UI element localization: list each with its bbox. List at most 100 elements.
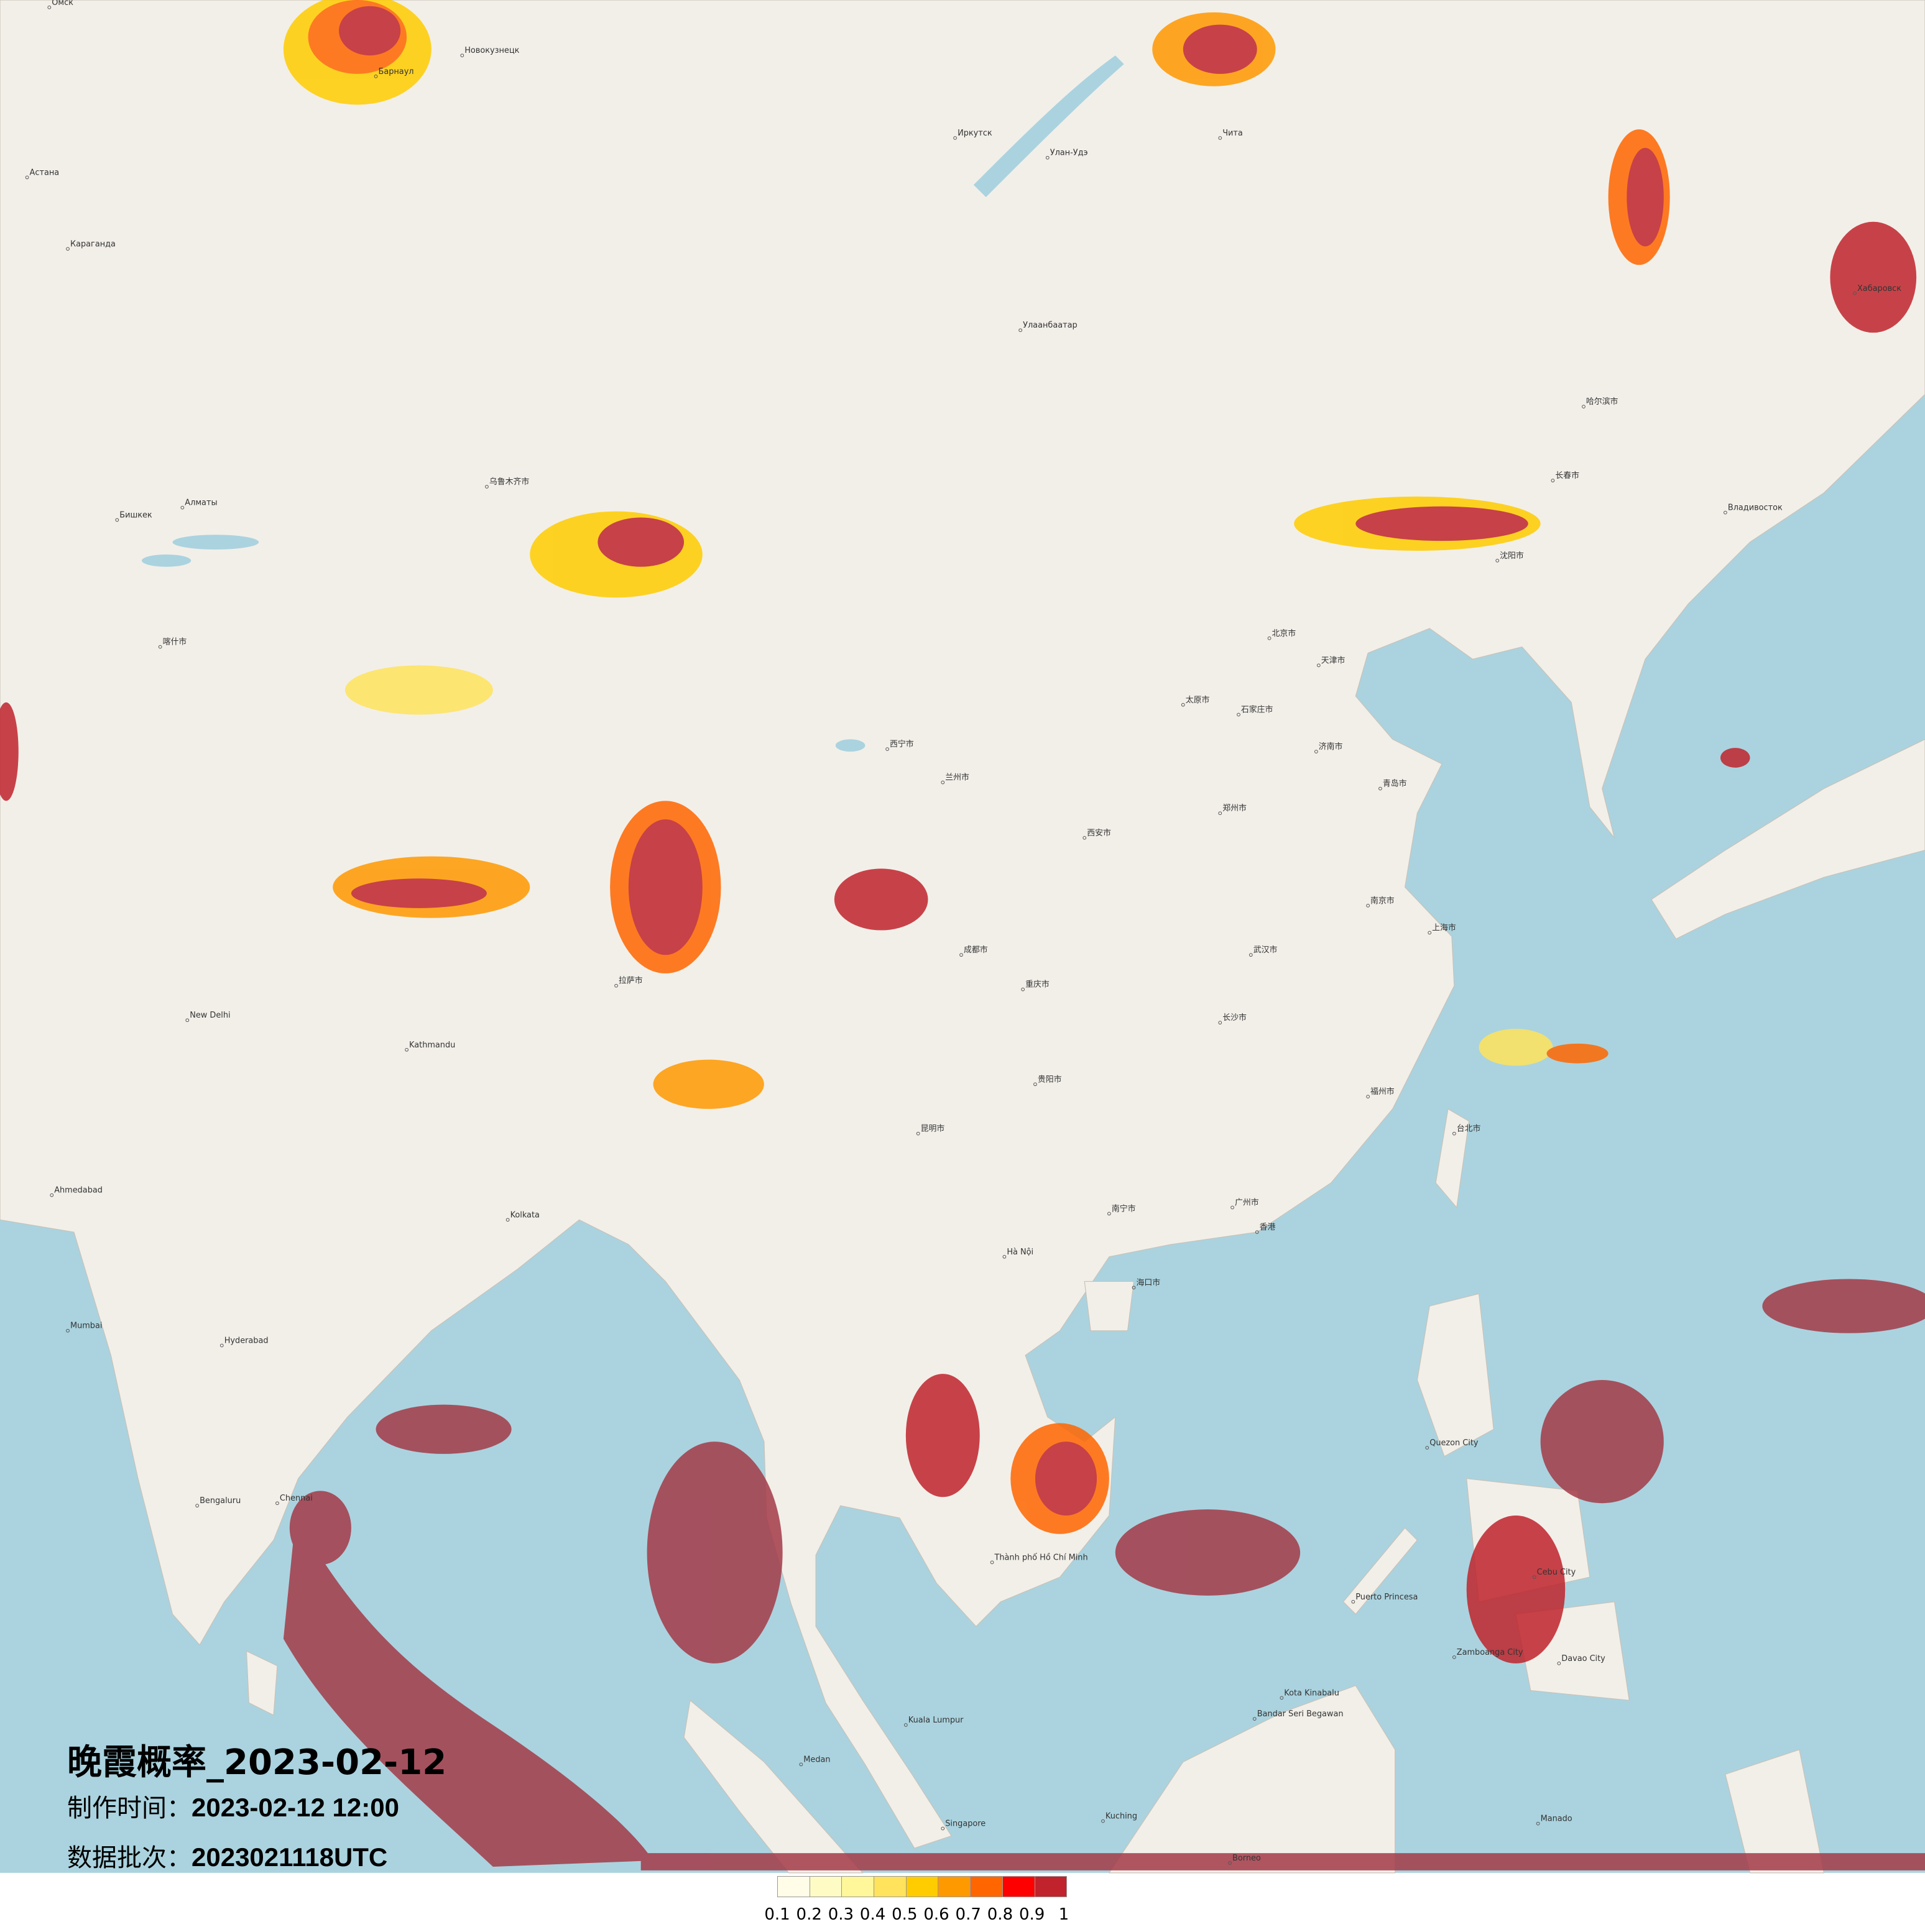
city-dot: [505, 1218, 510, 1222]
city-dot: [916, 1131, 920, 1136]
city-dot: [1101, 1819, 1105, 1823]
city-dot: [1083, 835, 1087, 840]
city-label: 乌鲁木齐市: [489, 477, 529, 487]
city-label: Quezon City: [1429, 1438, 1479, 1448]
city-dot: [1536, 1821, 1540, 1826]
city-dot: [903, 1723, 908, 1727]
legend-tick-label: 0.6: [923, 1905, 949, 1924]
city-dot: [953, 136, 957, 140]
color-legend: [777, 1876, 1068, 1897]
city-label: Singapore: [945, 1819, 986, 1829]
city-dot: [1218, 811, 1222, 816]
data-batch: 数据批次：2023021118UTC: [67, 1838, 387, 1874]
city-label: Manado: [1541, 1815, 1572, 1824]
city-dot: [1425, 1446, 1429, 1450]
city-dot: [1452, 1655, 1456, 1659]
city-label: 台北市: [1457, 1124, 1481, 1134]
data-batch-value: 2023021118UTC: [192, 1842, 388, 1872]
city-label: Kuala Lumpur: [908, 1716, 964, 1725]
legend-swatch: [809, 1876, 842, 1897]
sulawesi: [1725, 1749, 1825, 1874]
land: [0, 0, 1925, 1874]
city-dot: [941, 780, 945, 784]
city-label: 拉萨市: [619, 976, 643, 986]
city-label: 西宁市: [890, 739, 914, 749]
borneo: [1108, 1685, 1396, 1874]
map-title: 晚霞概率_2023-02-12: [67, 1742, 447, 1783]
city-dot: [1551, 479, 1555, 482]
qinghai-lake: [835, 739, 866, 752]
city-dot: [941, 1826, 945, 1831]
city-label: Новокузнецк: [464, 46, 519, 55]
city-dot: [1228, 1861, 1232, 1865]
city-dot: [1351, 1599, 1355, 1604]
city-label: 喀什市: [163, 637, 187, 647]
legend-swatch: [905, 1876, 938, 1897]
city-dot: [1218, 1021, 1222, 1025]
city-label: 南宁市: [1112, 1203, 1136, 1213]
city-label: Hyderabad: [224, 1336, 269, 1346]
city-dot: [66, 1328, 70, 1333]
city-dot: [158, 645, 162, 649]
city-label: Cebu City: [1537, 1568, 1576, 1577]
city-label: Хабаровск: [1857, 284, 1901, 293]
city-label: 成都市: [964, 945, 988, 955]
city-dot: [614, 983, 618, 988]
city-dot: [1314, 750, 1318, 753]
city-dot: [885, 747, 889, 752]
legend-tick-label: 0.2: [796, 1905, 822, 1924]
city-label: Kolkata: [510, 1210, 540, 1220]
city-dot: [1107, 1212, 1111, 1216]
city-dot: [1002, 1254, 1007, 1259]
city-label: 长春市: [1555, 471, 1579, 481]
city-dot: [115, 518, 119, 522]
city-dot: [219, 1343, 224, 1348]
city-label: Барнаул: [378, 67, 413, 76]
city-label: Hà Nội: [1007, 1248, 1033, 1257]
city-label: Borneo: [1232, 1854, 1261, 1863]
sri-lanka: [246, 1650, 278, 1716]
city-label: 兰州市: [945, 773, 969, 783]
city-label: 福州市: [1370, 1087, 1395, 1097]
lake-balkhash: [172, 535, 259, 550]
city-label: 天津市: [1321, 655, 1346, 665]
city-dot: [1267, 636, 1272, 640]
legend-tick-label: 0.8: [987, 1905, 1013, 1924]
lakes: [141, 55, 1124, 752]
city-label: Kathmandu: [409, 1041, 455, 1050]
legend-ticks: 0.1 0.2 0.3 0.4 0.5 0.6 0.7 0.8 0.9 1: [764, 1905, 1166, 1930]
city-dot: [1378, 786, 1382, 791]
city-dot: [1018, 328, 1023, 333]
sumatra: [683, 1700, 864, 1874]
production-time: 制作时间：2023-02-12 12:00: [67, 1788, 399, 1824]
city-dot: [1532, 1575, 1536, 1580]
city-dot: [1724, 510, 1727, 515]
city-labels: Омск Новокузнецк Барнаул Астана Караганда Ирк…: [25, 0, 1901, 1865]
city-dot: [1557, 1662, 1561, 1665]
city-label: Bandar Seri Begawan: [1257, 1709, 1344, 1719]
legend-swatch: [1034, 1876, 1068, 1897]
city-dot: [50, 1193, 54, 1197]
city-dot: [1249, 953, 1253, 957]
probability-overlay: [0, 0, 1925, 1870]
city-label: 昆明市: [921, 1124, 945, 1134]
city-label: Chennai: [280, 1494, 313, 1503]
city-label: 长沙市: [1222, 1013, 1247, 1023]
legend-swatch: [841, 1876, 874, 1897]
city-label: Thành phố Hồ Chí Minh: [994, 1553, 1088, 1562]
city-label: 贵阳市: [1038, 1074, 1062, 1084]
legend-swatch: [970, 1876, 1002, 1897]
hainan: [1084, 1281, 1135, 1332]
city-label: Bengaluru: [200, 1496, 241, 1506]
city-label: 重庆市: [1025, 980, 1050, 990]
luzon: [1416, 1293, 1494, 1457]
city-label: Ahmedabad: [54, 1186, 103, 1195]
city-dot: [1255, 1230, 1259, 1235]
city-label: Улан-Удэ: [1050, 149, 1088, 158]
lake-baikal: [973, 55, 1124, 198]
city-label: Davao City: [1561, 1654, 1605, 1663]
city-label: Zamboanga City: [1457, 1648, 1523, 1657]
city-label: 沈阳市: [1500, 551, 1524, 561]
city-dot: [1132, 1286, 1136, 1290]
